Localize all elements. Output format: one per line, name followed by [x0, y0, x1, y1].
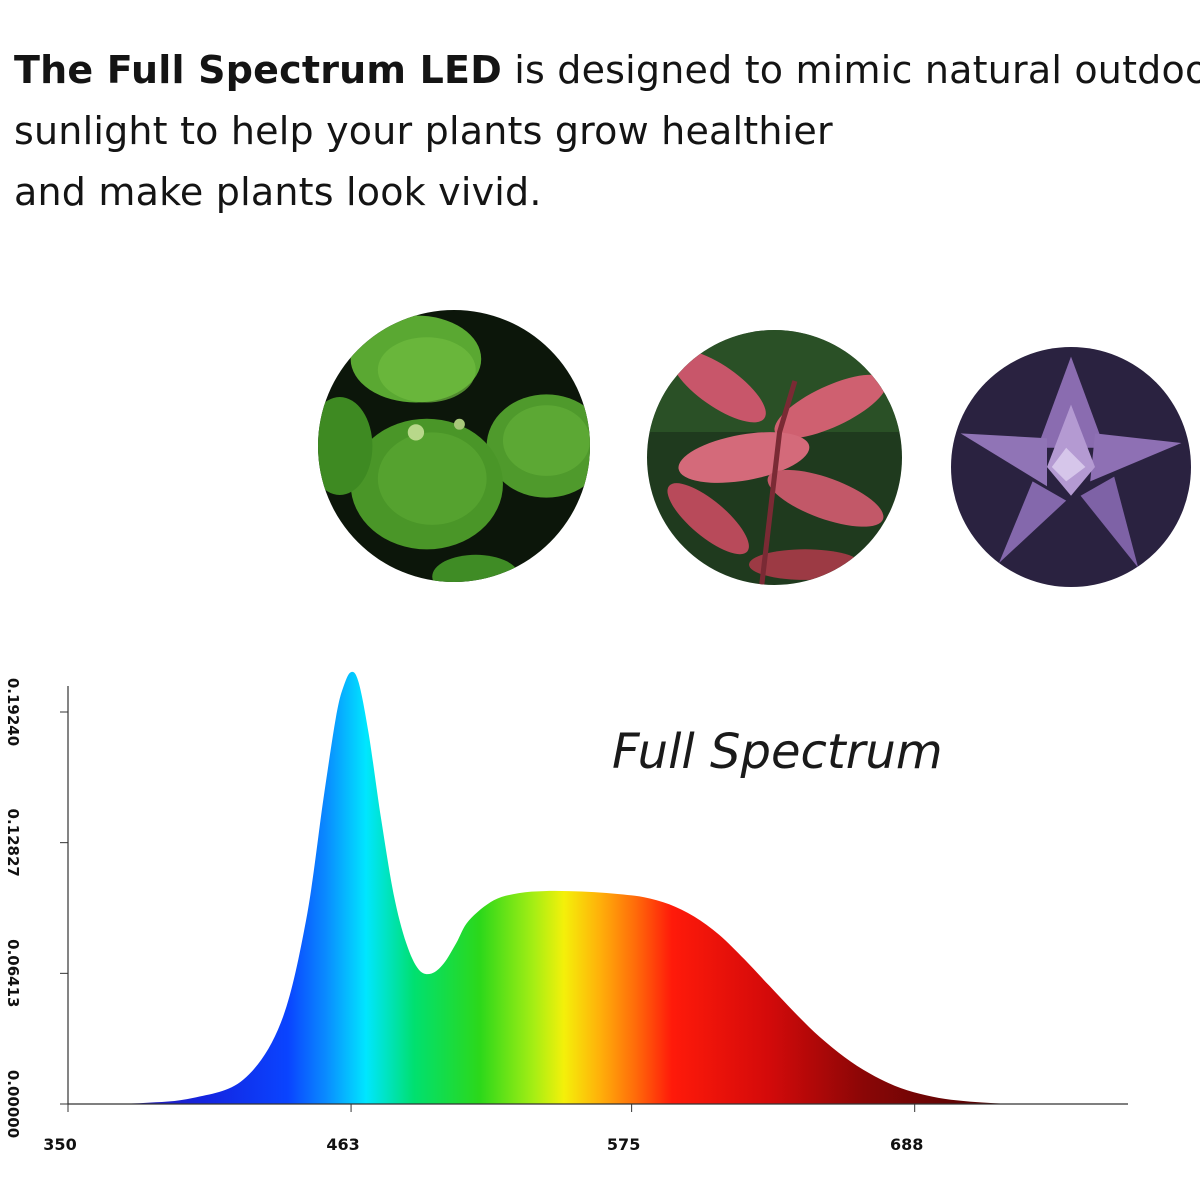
y-tick-label: 0.06413 [4, 939, 22, 1007]
headline-line-2: sunlight to help your plants grow health… [14, 109, 833, 153]
x-tick-label: 350 [43, 1135, 76, 1154]
headline-line-1-rest: is designed to mimic natural outdoor [501, 48, 1200, 92]
purple-succulent-photo [951, 347, 1191, 587]
purple-succulent-image [951, 347, 1191, 587]
headline: The Full Spectrum LED is designed to mim… [14, 40, 1200, 223]
y-tick-label: 0.00000 [4, 1070, 22, 1138]
x-tick-label: 463 [326, 1135, 359, 1154]
x-tick-label: 575 [607, 1135, 640, 1154]
headline-bold-lead: The Full Spectrum LED [14, 48, 502, 92]
green-leaf-plant-photo [318, 310, 590, 582]
y-tick-label: 0.12827 [4, 809, 22, 877]
headline-line-1: The Full Spectrum LED is designed to mim… [14, 40, 1200, 101]
y-tick-label: 0.19240 [4, 678, 22, 746]
red-leaf-plant-photo [647, 330, 902, 585]
x-tick-label: 688 [890, 1135, 923, 1154]
plot-area: 350 463 575 688 0.00000 0.06413 0.12827 0.19240 [4, 671, 1128, 1154]
red-leaf-plant-image [647, 330, 902, 585]
chart-title: Full Spectrum [612, 724, 943, 780]
spectrum-chart: 350 463 575 688 0.00000 0.06413 0.12827 0.19240… [4, 671, 1128, 1154]
spectrum-area [93, 671, 1020, 1104]
green-leaf-plant-image [318, 310, 590, 582]
headline-line-3: and make plants look vivid. [14, 170, 542, 214]
